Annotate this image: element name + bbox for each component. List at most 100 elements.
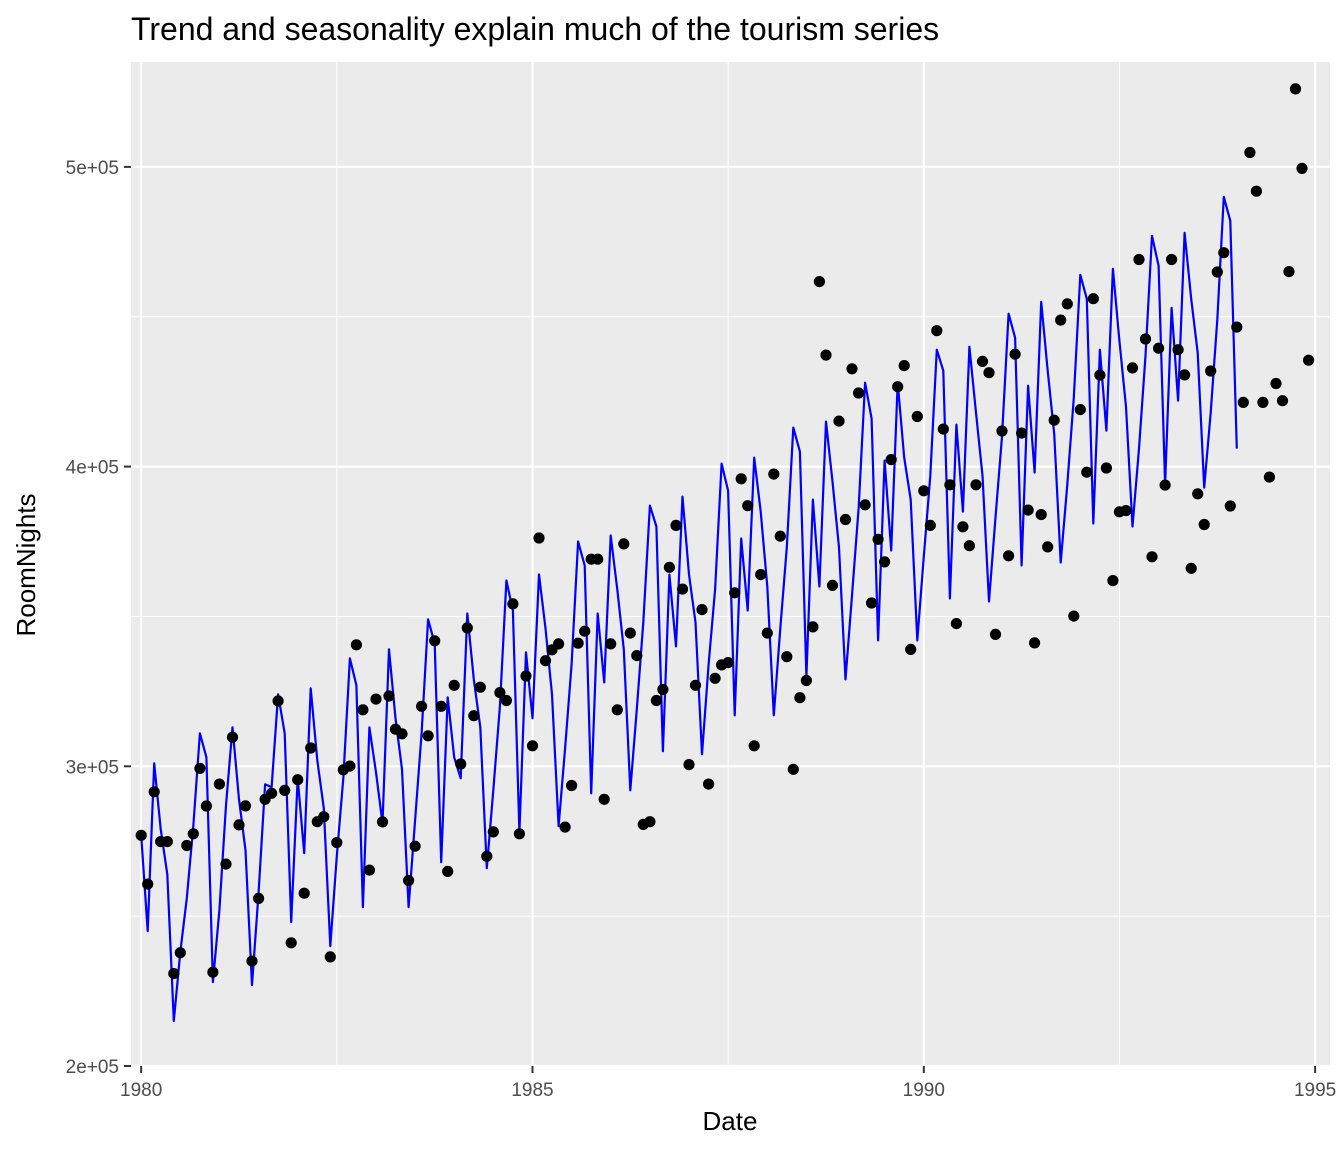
observed-points: [135, 83, 1315, 980]
data-point: [409, 840, 421, 852]
data-point: [1003, 550, 1015, 562]
data-point: [1276, 395, 1289, 407]
data-point: [1074, 404, 1086, 416]
data-point: [787, 763, 799, 775]
data-point: [1042, 541, 1054, 553]
data-point: [298, 887, 310, 899]
data-point: [305, 742, 317, 754]
data-point: [866, 597, 878, 609]
data-point: [689, 679, 702, 691]
data-point: [376, 816, 389, 828]
data-point: [350, 639, 362, 651]
data-point: [187, 828, 199, 840]
data-point: [1029, 637, 1041, 649]
data-point: [846, 363, 858, 375]
data-point: [220, 858, 232, 870]
data-point: [1048, 414, 1060, 426]
data-point: [1126, 362, 1139, 374]
data-point: [944, 479, 956, 491]
data-point: [1022, 504, 1034, 516]
data-point: [1172, 344, 1184, 356]
data-point: [239, 800, 252, 812]
y-tick-label: 3e+05: [66, 757, 119, 778]
data-point: [474, 681, 486, 693]
data-point: [174, 947, 186, 959]
data-point: [553, 638, 565, 650]
data-point: [703, 778, 715, 790]
data-point: [996, 425, 1008, 437]
data-point: [781, 651, 793, 663]
data-point: [624, 627, 636, 639]
data-point: [722, 657, 734, 669]
data-point: [879, 556, 891, 568]
data-point: [207, 966, 219, 978]
data-point: [233, 819, 245, 831]
data-point: [1211, 266, 1223, 278]
data-point: [768, 468, 780, 480]
data-point: [455, 758, 467, 770]
data-point: [1192, 488, 1204, 500]
fitted-series: [140, 195, 1238, 1023]
data-point: [226, 731, 239, 743]
data-point: [1068, 610, 1080, 622]
data-point: [742, 500, 754, 512]
data-point: [709, 672, 721, 684]
data-point: [500, 694, 512, 707]
data-point: [729, 587, 741, 599]
data-point: [331, 837, 343, 849]
data-point: [898, 360, 910, 372]
data-point: [859, 499, 871, 511]
data-point: [963, 540, 976, 552]
data-point: [448, 679, 460, 691]
data-point: [1244, 146, 1256, 159]
data-point: [605, 638, 617, 650]
data-point: [755, 569, 767, 581]
data-point: [853, 387, 865, 399]
data-point: [957, 521, 969, 533]
y-tick-labels: 2e+05 3e+05 4e+05 5e+05: [66, 158, 119, 1078]
data-point: [748, 740, 760, 752]
data-point: [468, 710, 480, 722]
data-point: [1263, 471, 1275, 483]
data-point: [1133, 253, 1145, 266]
data-point: [813, 276, 826, 288]
data-point: [931, 325, 943, 337]
data-point: [1218, 247, 1230, 259]
data-point: [1009, 348, 1021, 360]
data-point: [435, 700, 447, 712]
data-point: [1289, 83, 1302, 95]
data-point: [1061, 298, 1073, 310]
data-point: [820, 349, 832, 361]
data-point: [1159, 479, 1171, 491]
fitted-line: [140, 195, 1238, 1023]
data-point: [1153, 342, 1165, 354]
data-point: [1179, 369, 1191, 381]
data-point: [1270, 377, 1282, 390]
data-point: [1016, 427, 1028, 439]
data-point: [324, 951, 336, 963]
data-point: [135, 829, 147, 841]
data-point: [266, 787, 278, 799]
chart-title: Trend and seasonality explain much of th…: [131, 11, 939, 47]
data-point: [161, 836, 173, 848]
data-point: [1283, 266, 1295, 278]
data-point: [970, 479, 982, 491]
y-tick-label: 4e+05: [66, 458, 119, 479]
data-point: [592, 553, 604, 565]
data-point: [194, 762, 206, 775]
data-point: [1303, 354, 1315, 366]
data-point: [1166, 253, 1178, 266]
y-tick-label: 5e+05: [66, 158, 119, 179]
data-point: [800, 674, 813, 687]
data-point: [572, 637, 584, 649]
data-point: [833, 415, 845, 427]
x-tick-label: 1995: [1294, 1080, 1336, 1101]
data-point: [663, 561, 676, 573]
data-point: [598, 793, 610, 805]
data-point: [1094, 369, 1106, 381]
data-point: [272, 695, 284, 707]
data-point: [416, 700, 428, 712]
data-point: [533, 532, 545, 544]
data-point: [253, 892, 265, 905]
data-point: [213, 778, 225, 790]
